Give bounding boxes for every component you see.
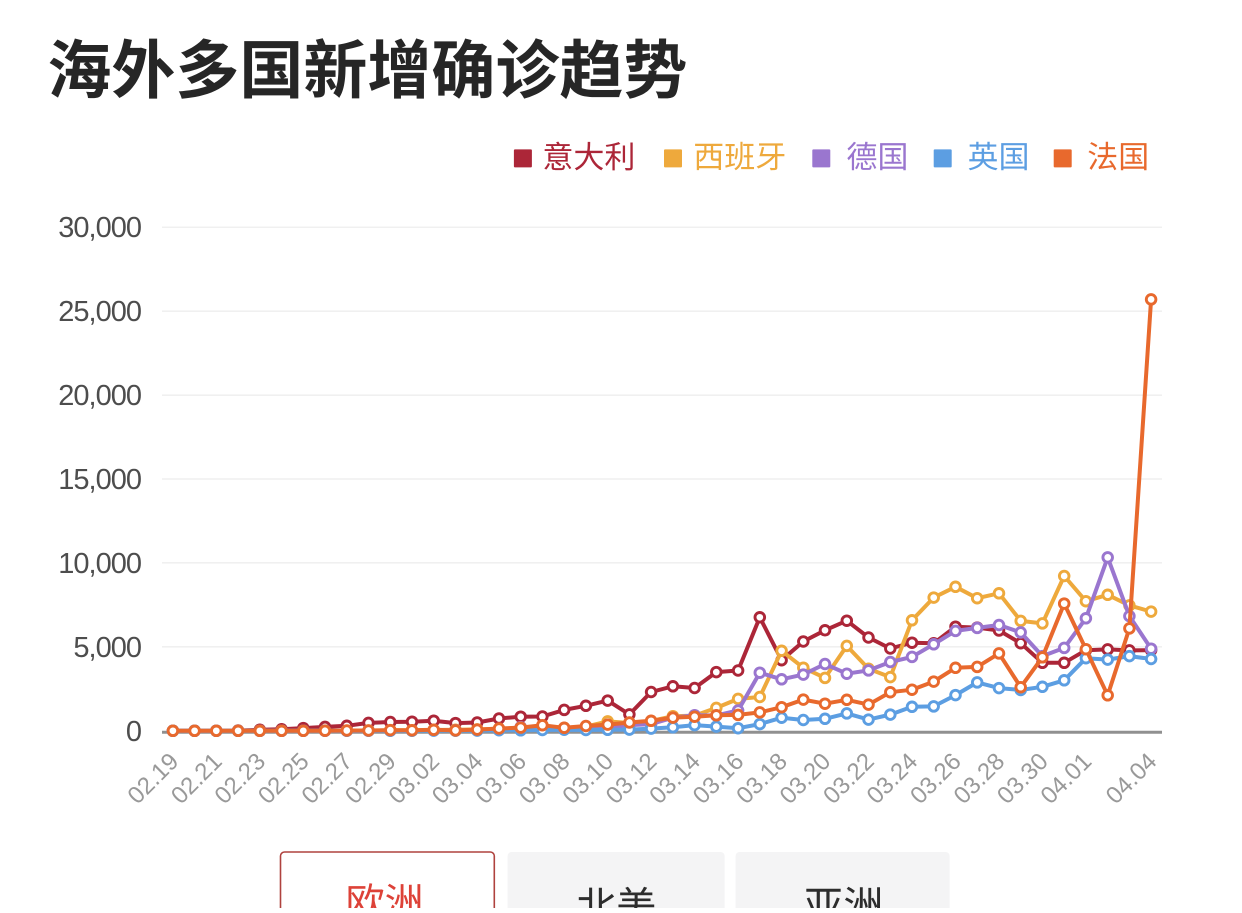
svg-text:25,000: 25,000 (58, 296, 141, 328)
svg-text:15,000: 15,000 (58, 464, 141, 496)
svg-text:30,000: 30,000 (58, 212, 141, 244)
svg-text:20,000: 20,000 (58, 380, 141, 412)
svg-text:5,000: 5,000 (73, 632, 141, 664)
svg-text:10,000: 10,000 (58, 548, 141, 580)
svg-text:0: 0 (126, 716, 141, 748)
